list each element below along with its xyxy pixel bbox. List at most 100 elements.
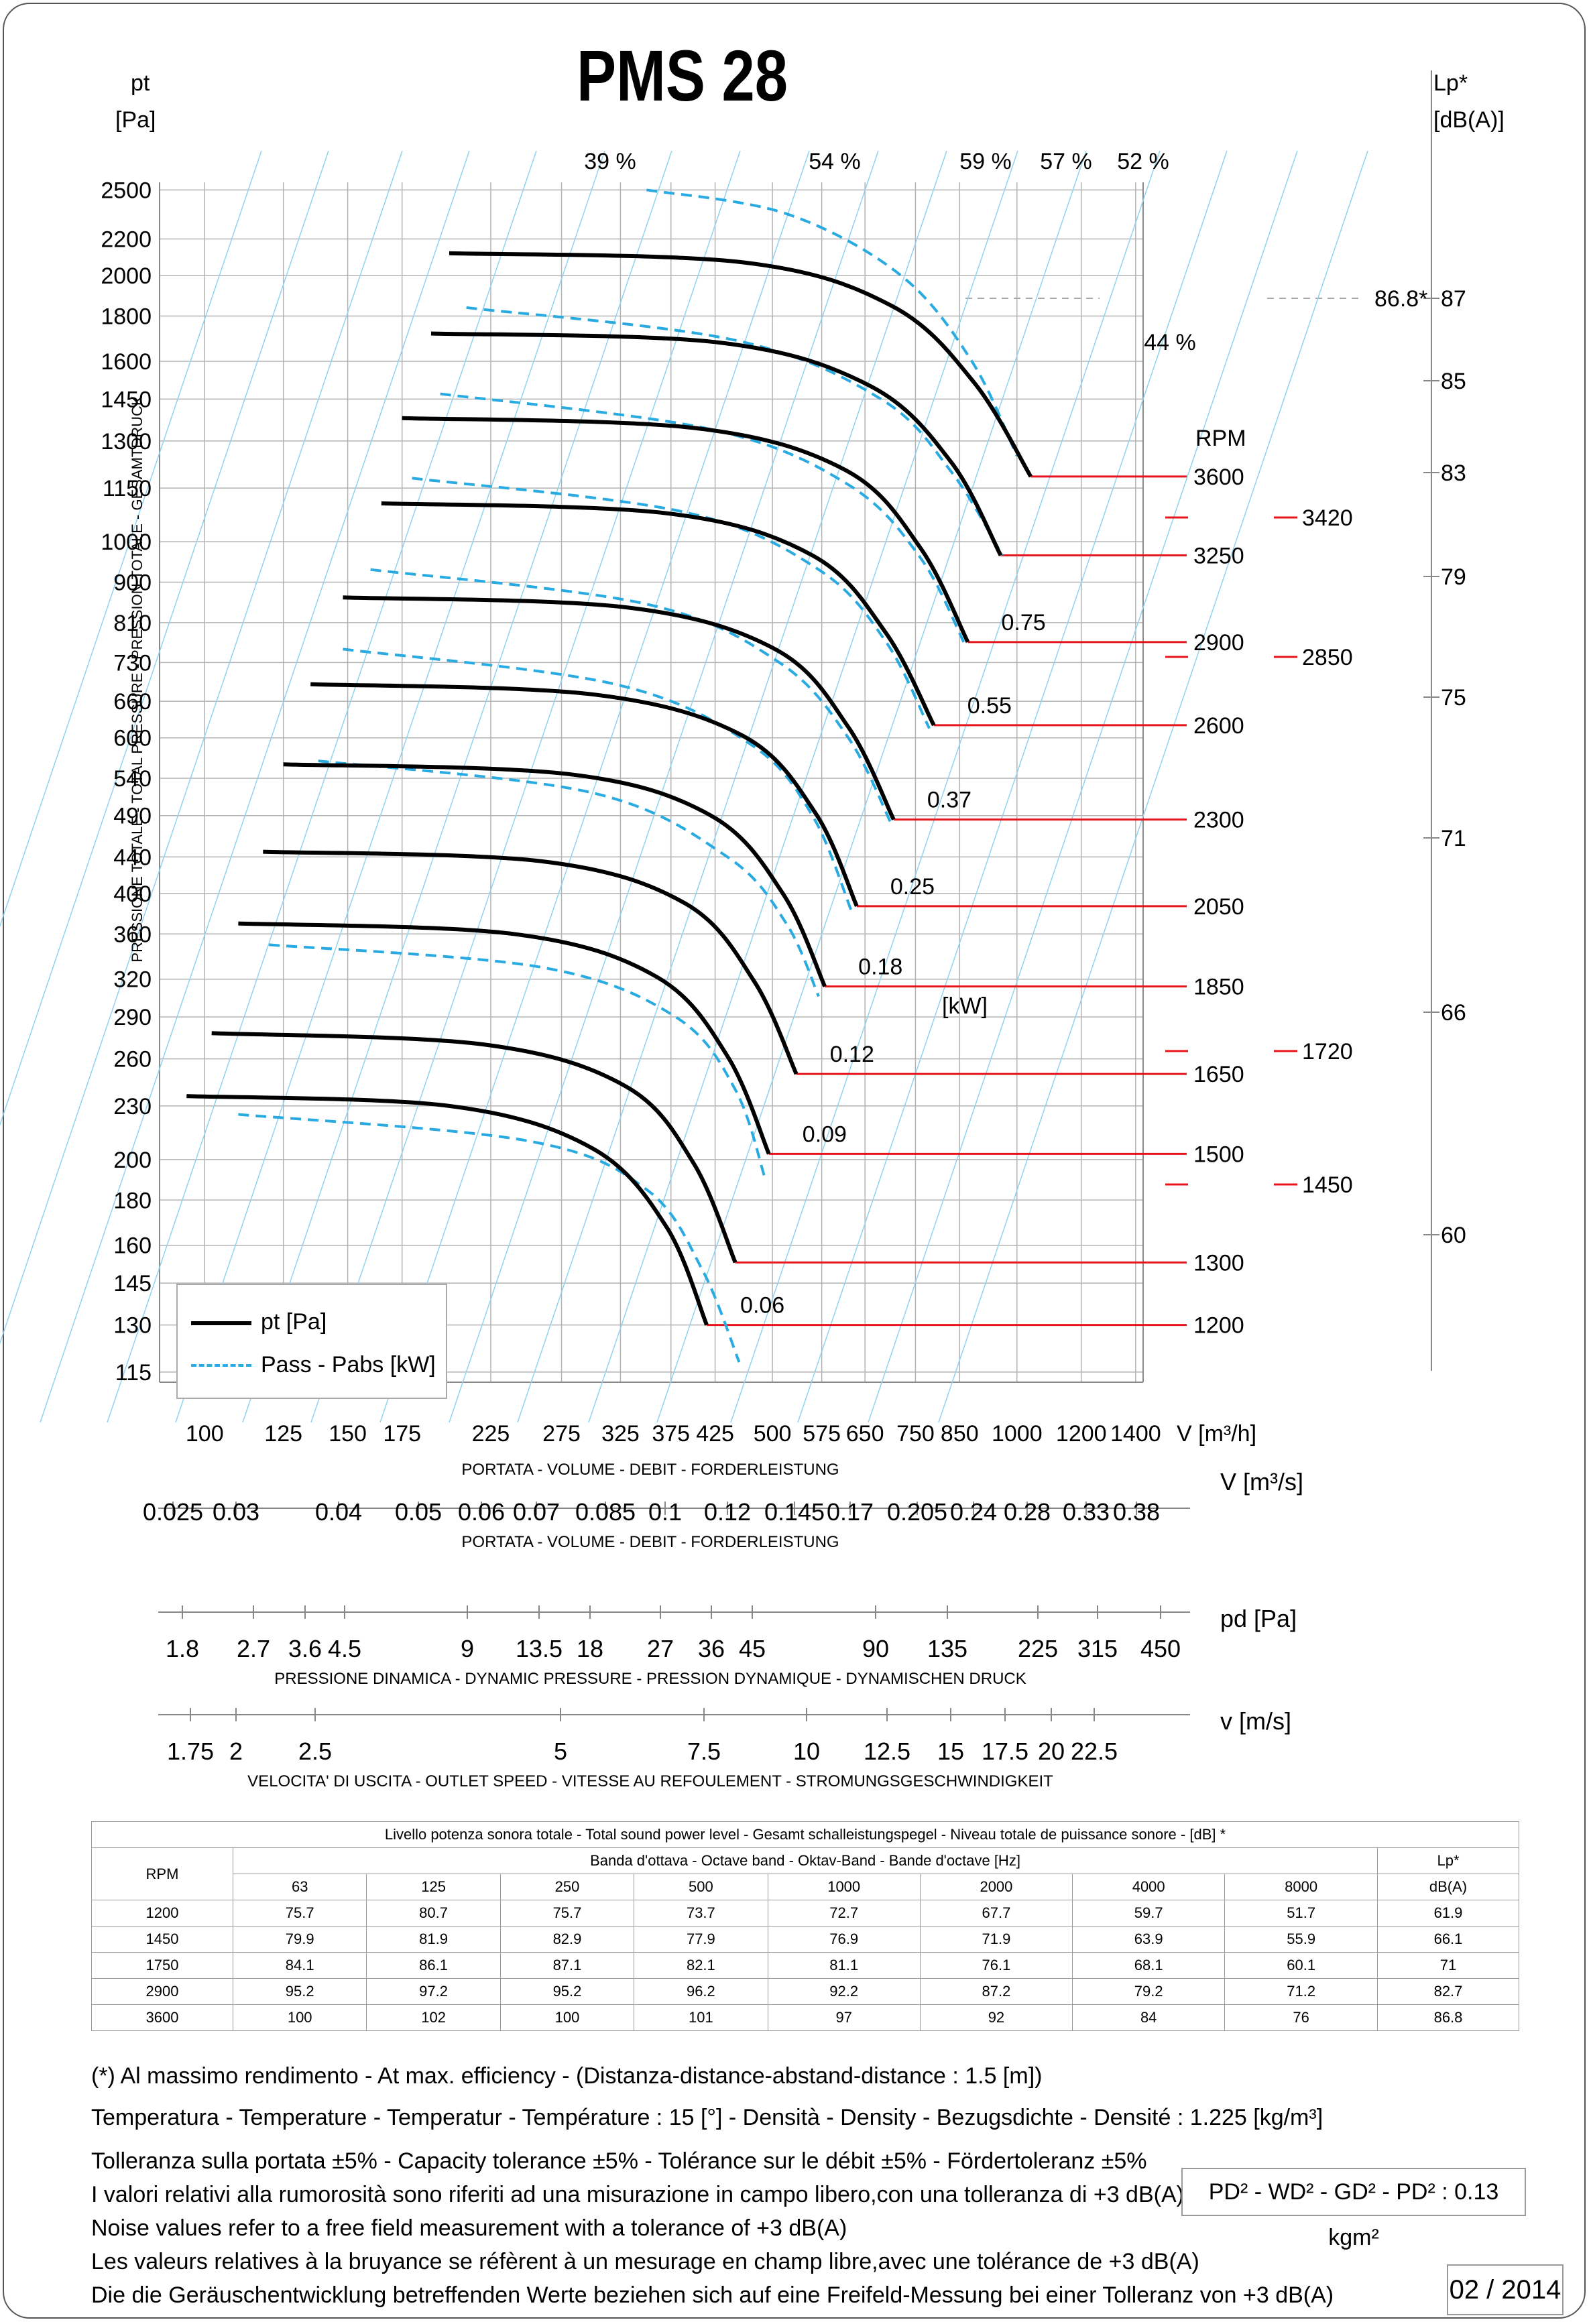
rpm-extra-label: 1720	[1302, 1039, 1353, 1064]
table-cell: 97.2	[366, 1978, 501, 2005]
x-tick-label: 500	[754, 1421, 792, 1447]
sound-table-body: 1200 75.7 80.7 75.7 73.7 72.7 67.7 59.7 51.7 61.9…	[91, 1900, 1519, 2031]
pt-curve	[381, 501, 936, 727]
scale3-tick-label: 45	[739, 1635, 766, 1662]
power-label: 0.75	[1002, 610, 1046, 635]
table-cell: 3600	[91, 2004, 233, 2031]
power-label: 0.18	[858, 955, 902, 980]
efficiency-diagonal	[517, 150, 947, 1423]
efficiency-diagonal	[868, 150, 1298, 1423]
fan-performance-chart: 100 125 150 175 225 275 325 375 425 500 575 650 750 8…	[0, 70, 1466, 1790]
power-curve	[466, 306, 1004, 556]
efficiency-diagonal	[588, 150, 1018, 1423]
sound-table-lp-header: Lp*	[1377, 1847, 1519, 1874]
table-cell: 100	[232, 2004, 367, 2031]
db-tick-label: 83	[1441, 461, 1466, 486]
y-tick-label: 180	[113, 1188, 152, 1213]
table-cell: 63.9	[1072, 1926, 1226, 1953]
table-cell: 71.2	[1224, 1978, 1378, 2005]
rpm-lines	[707, 475, 1297, 1327]
efficiency-diagonal	[0, 150, 403, 1345]
db-tick-label: 85	[1441, 369, 1466, 394]
table-cell: 59.7	[1072, 1900, 1226, 1927]
scale2-tick-label: 0.205	[887, 1498, 947, 1526]
page-frame	[3, 3, 1586, 2319]
power-curves	[238, 188, 1018, 1363]
pt-curve	[263, 849, 799, 1075]
x-tick-label: 225	[472, 1421, 510, 1447]
sound-table-band-header: Banda d'ottava - Octave band - Oktav-Ban…	[233, 1847, 1378, 1874]
inertia-box: PD² - WD² - GD² - PD² : 0.13 kgm²	[1181, 2168, 1526, 2250]
y-tick-label: 600	[113, 726, 152, 751]
scale4-tick-label: 10	[793, 1737, 820, 1765]
table-cell: 95.2	[499, 1978, 635, 2005]
efficiency-diagonal	[40, 150, 470, 1423]
rpm-label: 2900	[1193, 630, 1244, 656]
band-header-cell: 500	[634, 1874, 768, 1900]
table-cell: 86.8	[1377, 2004, 1519, 2031]
scale3-tick-label: 225	[1018, 1635, 1058, 1662]
rpm-label: 2600	[1193, 713, 1244, 739]
pt-curve	[402, 416, 970, 644]
power-curve	[440, 392, 965, 643]
y-tick-label: 290	[113, 1005, 152, 1030]
y-tick-label: 900	[113, 570, 152, 595]
power-label: 0.09	[803, 1121, 847, 1147]
pt-curve	[186, 1094, 709, 1326]
rpm-label: 1500	[1193, 1142, 1244, 1167]
scale3-tick-label: 2.7	[237, 1635, 270, 1662]
y-left-unit: [Pa]	[115, 107, 156, 133]
table-cell: 77.9	[634, 1926, 768, 1953]
y-tick-label: 130	[113, 1313, 152, 1339]
legend-pt-label: pt [Pa]	[261, 1309, 327, 1335]
note-line-2: Temperatura - Temperature - Temperatur -…	[91, 2105, 1323, 2130]
table-cell: 66.1	[1377, 1926, 1519, 1953]
chart-title: PMS 28	[577, 35, 788, 116]
table-cell: 101	[634, 2004, 768, 2031]
scale2-tick-label: 0.33	[1063, 1498, 1110, 1526]
scale4-tick-label: 5	[554, 1737, 567, 1765]
sound-power-table: Livello potenza sonora totale - Total so…	[91, 1821, 1519, 2031]
scale2-tick-label: 0.085	[575, 1498, 636, 1526]
x-tick-label: 575	[803, 1421, 841, 1447]
table-cell: 79.9	[232, 1926, 367, 1953]
x-tick-label: 375	[652, 1421, 690, 1447]
pt-curve	[449, 251, 1033, 478]
scale2-tick-label: 0.12	[704, 1498, 751, 1526]
y-tick-label: 2000	[101, 263, 152, 289]
table-cell: 1450	[91, 1926, 233, 1953]
x-tick-label: 150	[329, 1421, 367, 1447]
scale3-tick-label: 135	[927, 1635, 967, 1662]
scale2-tick-label: 0.28	[1004, 1498, 1051, 1526]
power-curve	[412, 477, 931, 729]
table-cell: 84.1	[232, 1952, 367, 1979]
x-tick-label: 325	[601, 1421, 640, 1447]
scale3-unit: pd [Pa]	[1220, 1605, 1297, 1632]
note-line-6: Les valeurs relatives à la bruyance se r…	[91, 2249, 1199, 2274]
power-curve	[370, 568, 892, 824]
scale4-tick-label: 17.5	[982, 1737, 1028, 1765]
y-tick-label: 440	[113, 845, 152, 870]
y-tick-label: 490	[113, 804, 152, 829]
pt-curve	[343, 595, 896, 820]
efficiency-diagonal	[730, 150, 1161, 1423]
y-tick-label: 115	[115, 1360, 152, 1386]
band-header-cell: 250	[499, 1874, 635, 1900]
efficiency-diagonal	[797, 150, 1228, 1423]
scale2-tick-label: 0.1	[648, 1498, 682, 1526]
scale4-tick-label: 1.75	[167, 1737, 214, 1765]
x-description: PORTATA - VOLUME - DEBIT - FORDERLEISTUN…	[461, 1461, 839, 1479]
y-tick-label: 2200	[101, 227, 152, 253]
x-tick-label: 175	[383, 1421, 421, 1447]
note-line-3: Tolleranza sulla portata ±5% - Capacity …	[91, 2148, 1147, 2174]
efficiency-label: 44 %	[1144, 330, 1196, 355]
scale2-tick-label: 0.03	[213, 1498, 259, 1526]
legend-box: pt [Pa] Pass - Pabs [kW]	[176, 1284, 447, 1399]
efficiency-label: 39 %	[584, 149, 636, 174]
scale4-tick-label: 20	[1038, 1737, 1065, 1765]
table-cell: 61.9	[1377, 1900, 1519, 1927]
scale3-tick-label: 4.5	[328, 1635, 361, 1662]
table-row: 3600 100 102 100 101 97 92 84 76 86.8	[91, 2004, 1519, 2031]
scale2-tick-label: 0.04	[315, 1498, 362, 1526]
table-cell: 2900	[91, 1978, 233, 2005]
